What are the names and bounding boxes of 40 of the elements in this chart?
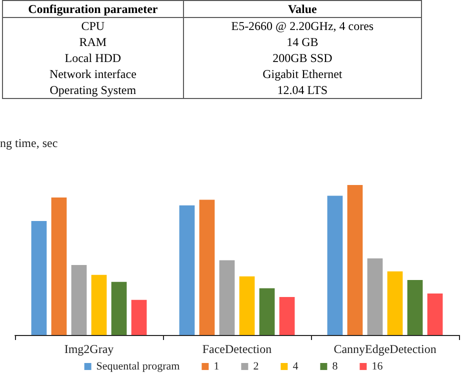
bar [387, 271, 403, 335]
text: Value [286, 1, 318, 18]
legend-label: 16 [372, 360, 384, 372]
text: 14 GB [286, 34, 320, 50]
bar [407, 280, 423, 335]
bar [179, 205, 195, 335]
text: Network interface [2, 66, 184, 82]
bar [327, 196, 343, 335]
bar [91, 274, 107, 335]
legend-label: Sequental program [96, 360, 180, 372]
bar [111, 282, 127, 335]
text: RAM [2, 34, 184, 50]
legend-label: 2 [253, 360, 259, 372]
legend-label: 4 [292, 360, 299, 372]
x-tick-label: CannyEdgeDetection [334, 342, 436, 356]
bar [427, 293, 443, 335]
bar [347, 185, 363, 335]
bar [131, 300, 147, 335]
text: Gigabit Ethernet [262, 66, 344, 82]
bar [51, 197, 67, 335]
bar [31, 221, 47, 335]
bar [279, 297, 295, 335]
bar [199, 200, 215, 335]
bar [259, 288, 275, 335]
x-tick-label: FaceDetection [202, 342, 272, 356]
text: CPU [2, 18, 184, 34]
legend-label: 8 [332, 360, 338, 372]
legend-label: 1 [214, 360, 220, 372]
bar [219, 260, 235, 335]
text: E5-2660 @ 2.20GHz, 4 cores [230, 18, 375, 34]
text: Configuration parameter [2, 0, 184, 18]
bar [71, 264, 87, 335]
text: 12.04 LTS [276, 82, 329, 98]
x-tick-label: Img2Gray [64, 342, 114, 356]
text: 200GB SSD [272, 50, 334, 66]
bar [239, 276, 255, 335]
text: Operating System [2, 82, 184, 98]
bar [367, 258, 383, 335]
text: Local HDD [2, 50, 184, 66]
y-axis-title: ng time, sec [0, 136, 58, 150]
